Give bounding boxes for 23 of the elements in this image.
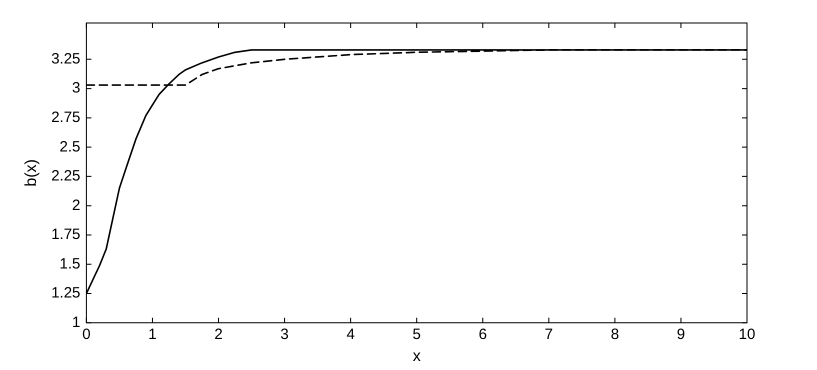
- x-tick-label: 7: [544, 326, 553, 343]
- x-tick-label: 9: [676, 326, 686, 343]
- x-tick-label: 0: [82, 326, 91, 343]
- y-tick-label: 1: [72, 314, 80, 331]
- y-tick-label: 1.75: [51, 226, 80, 244]
- x-tick-label: 2: [214, 326, 223, 343]
- y-tick-label: 1.25: [51, 284, 80, 302]
- x-tick-label: 10: [738, 326, 756, 343]
- y-tick-label: 1.5: [60, 255, 80, 272]
- y-tick-label: 3: [72, 80, 80, 97]
- y-tick-label: 2.25: [51, 168, 80, 185]
- y-tick-label: 2: [72, 196, 80, 214]
- y-tick-label: 2.5: [60, 138, 80, 156]
- x-tick-label: 4: [346, 326, 355, 343]
- x-tick-label: 8: [610, 326, 620, 343]
- x-tick-label: 3: [280, 326, 289, 343]
- y-axis-title: b(x): [23, 159, 40, 187]
- y-tick-label: 3.25: [51, 50, 80, 68]
- x-tick-label: 1: [148, 326, 157, 343]
- y-tick-label: 2.75: [51, 109, 80, 126]
- x-tick-label: 5: [412, 326, 421, 343]
- x-axis-title: x: [412, 348, 421, 365]
- x-tick-label: 6: [478, 326, 487, 343]
